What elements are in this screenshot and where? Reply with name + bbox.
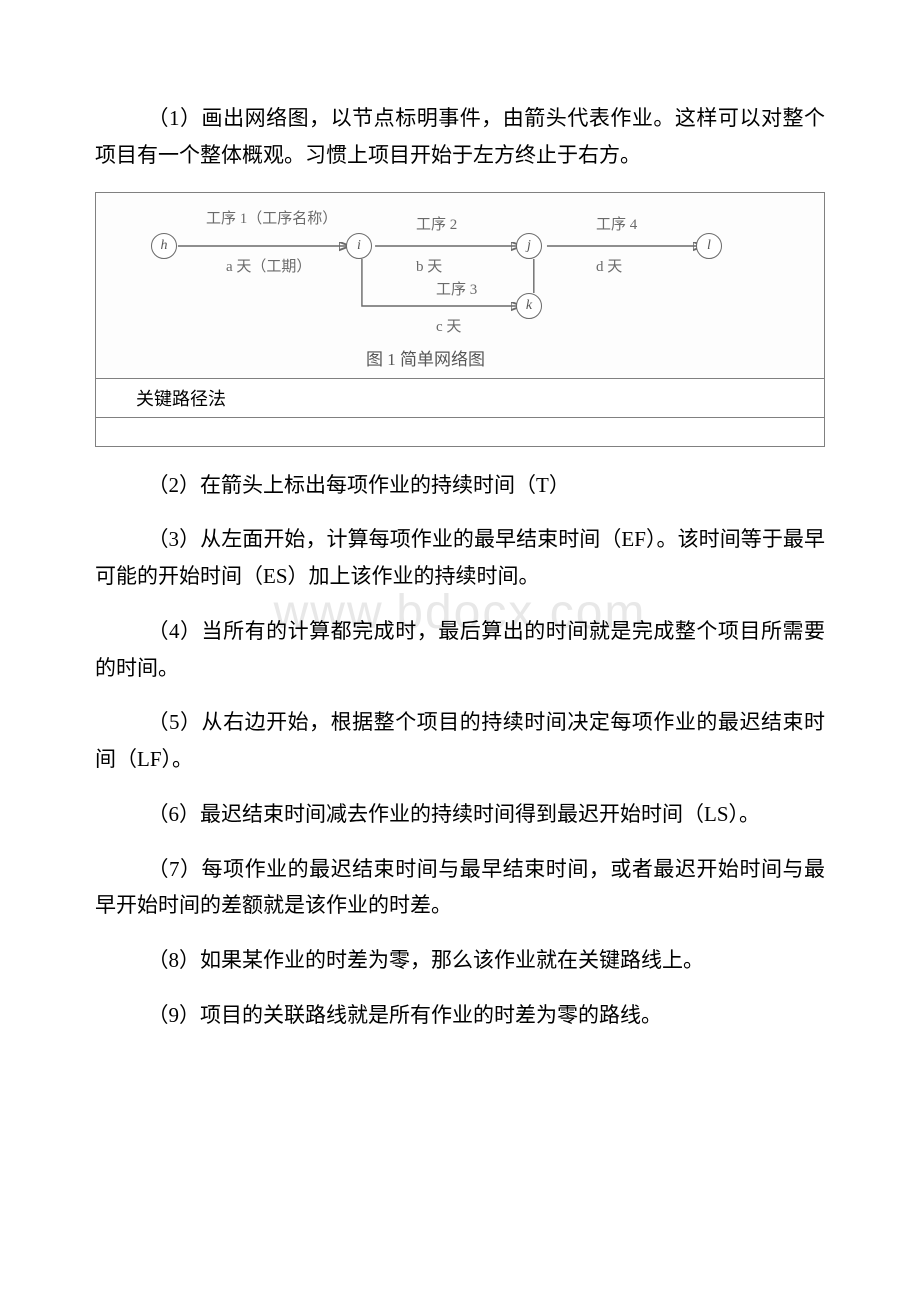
figure-cell-caption: 关键路径法 (96, 379, 824, 418)
paragraph-3: （3）从左面开始，计算每项作业的最早结束时间（EF）。该时间等于最早可能的开始时… (95, 521, 825, 595)
paragraph-1: （1）画出网络图，以节点标明事件，由箭头代表作业。这样可以对整个项目有一个整体概… (95, 100, 825, 174)
paragraph-6: （6）最迟结束时间减去作业的持续时间得到最迟开始时间（LS）。 (95, 796, 825, 833)
paragraph-7: （7）每项作业的最迟结束时间与最早结束时间，或者最迟开始时间与最早开始时间的差额… (95, 851, 825, 925)
paragraph-2: （2）在箭头上标出每项作业的持续时间（T） (95, 467, 825, 504)
document-body: （1）画出网络图，以节点标明事件，由箭头代表作业。这样可以对整个项目有一个整体概… (95, 100, 825, 1034)
node-l: l (696, 233, 722, 259)
edge1-label-bottom: a 天（工期） (226, 255, 311, 276)
figure-container: h i j k l 工序 1（工序名称） a 天（工期） 工序 2 b 天 工序… (95, 192, 825, 447)
diagram-caption: 图 1 简单网络图 (366, 345, 485, 370)
node-j: j (516, 233, 542, 259)
edge2-label-bottom: b 天 (416, 255, 442, 276)
edge4-label-top: 工序 4 (596, 213, 637, 234)
paragraph-9: （9）项目的关联路线就是所有作业的时差为零的路线。 (95, 997, 825, 1034)
network-diagram: h i j k l 工序 1（工序名称） a 天（工期） 工序 2 b 天 工序… (96, 193, 824, 379)
edge3-label-top: 工序 3 (436, 278, 477, 299)
paragraph-4: （4）当所有的计算都完成时，最后算出的时间就是完成整个项目所需要的时间。 (95, 613, 825, 687)
paragraph-5: （5）从右边开始，根据整个项目的持续时间决定每项作业的最迟结束时间（LF）。 (95, 704, 825, 778)
node-i: i (346, 233, 372, 259)
edge2-label-top: 工序 2 (416, 213, 457, 234)
node-h: h (151, 233, 177, 259)
node-k: k (516, 293, 542, 319)
figure-spacer (96, 418, 824, 446)
edge3-label-bottom: c 天 (436, 315, 461, 336)
paragraph-8: （8）如果某作业的时差为零，那么该作业就在关键路线上。 (95, 942, 825, 979)
edge4-label-bottom: d 天 (596, 255, 622, 276)
edge1-label-top: 工序 1（工序名称） (206, 207, 337, 228)
